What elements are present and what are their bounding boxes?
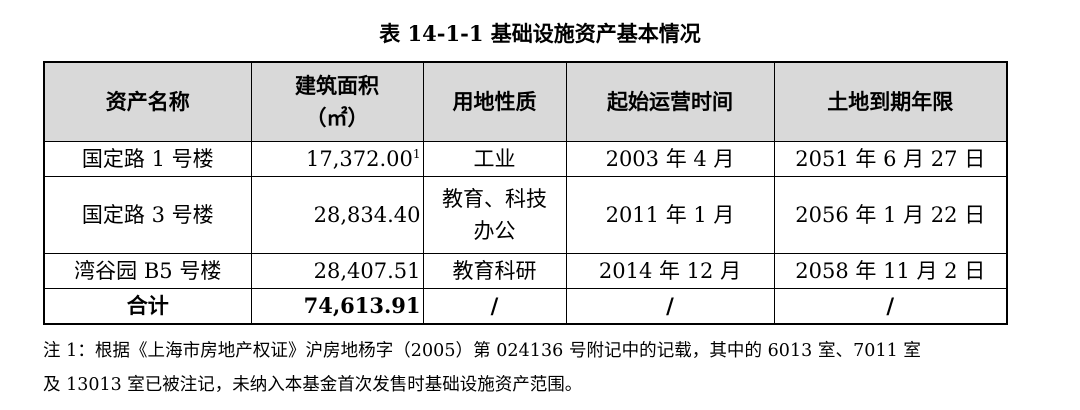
header-asset-name: 资产名称 [43,61,252,142]
header-start-time: 起始运营时间 [565,61,775,142]
land-use-cell: 教育、科技 办公 [422,176,567,254]
asset-name-cell: 国定路 3 号楼 [43,176,252,254]
table-row: 国定路 3 号楼 28,834.40 教育、科技 办公 2011 年 1 月 2… [43,176,1008,254]
area-value: 17,372.00 [305,147,413,171]
land-use-cell: 教育科研 [422,253,567,289]
area-cell: 17,372.001 [250,141,424,177]
header-row: 资产名称 建筑面积 （㎡） 用地性质 起始运营时间 土地到期年限 [43,61,1008,142]
table-title: 表 14-1-1 基础设施资产基本情况 [379,21,701,46]
land-expiry-cell: 2056 年 1 月 22 日 [773,176,1008,254]
asset-name-cell: 湾谷园 B5 号楼 [43,253,252,289]
start-time-cell: 2003 年 4 月 [565,141,775,177]
header-land-use: 用地性质 [422,61,567,142]
land-use-line: 办公 [473,219,516,243]
footnote-marker: 1 [412,147,421,161]
land-use-line: 教育、科技 [442,187,547,211]
footnote: 注 1：根据《上海市房地产权证》沪房地杨字（2005）第 024136 号附记中… [43,334,1033,402]
table-header: 资产名称 建筑面积 （㎡） 用地性质 起始运营时间 土地到期年限 [43,61,1008,142]
header-area-label: 建筑面积 [295,73,379,98]
header-building-area: 建筑面积 （㎡） [250,61,424,142]
total-start-cell: / [565,288,775,325]
table-row: 湾谷园 B5 号楼 28,407.51 教育科研 2014 年 12 月 205… [43,253,1008,289]
footnote-line: 及 13013 室已被注记，未纳入本基金首次发售时基础设施资产范围。 [43,375,583,395]
total-label-cell: 合计 [43,288,252,325]
total-expiry-cell: / [773,288,1008,325]
start-time-cell: 2011 年 1 月 [565,176,775,254]
table-row: 国定路 1 号楼 17,372.001 工业 2003 年 4 月 2051 年… [43,141,1008,177]
header-area-unit: （㎡） [305,105,369,130]
area-cell: 28,834.40 [250,176,424,254]
asset-name-cell: 国定路 1 号楼 [43,141,252,177]
start-time-cell: 2014 年 12 月 [565,253,775,289]
land-expiry-cell: 2051 年 6 月 27 日 [773,141,1008,177]
header-land-expiry: 土地到期年限 [773,61,1008,142]
footnote-line: 注 1：根据《上海市房地产权证》沪房地杨字（2005）第 024136 号附记中… [43,341,921,361]
land-expiry-cell: 2058 年 11 月 2 日 [773,253,1008,289]
total-area-cell: 74,613.91 [250,288,424,325]
land-use-cell: 工业 [422,141,567,177]
area-cell: 28,407.51 [250,253,424,289]
total-row: 合计 74,613.91 / / / [43,288,1008,325]
asset-table: 资产名称 建筑面积 （㎡） 用地性质 起始运营时间 土地到期年限 国定路 1 号… [43,61,1008,325]
total-land-use-cell: / [422,288,567,325]
